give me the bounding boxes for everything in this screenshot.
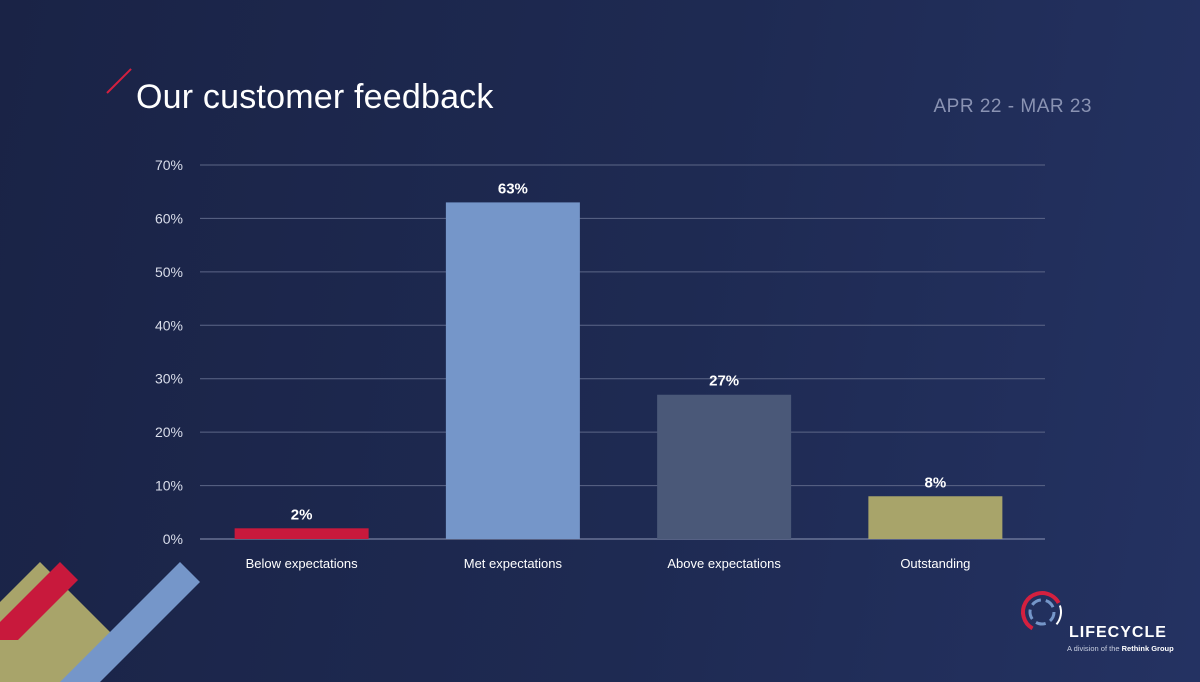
x-category-label: Met expectations bbox=[464, 556, 563, 571]
bar-above-expectations bbox=[657, 394, 792, 539]
lifecycle-ring-icon bbox=[1021, 591, 1063, 633]
deco-blue-band bbox=[60, 562, 200, 682]
y-tick-label: 0% bbox=[163, 531, 183, 547]
logo-tagline: A division of the Rethink Group bbox=[1067, 644, 1174, 653]
logo-wordmark: LIFECYCLE bbox=[1069, 624, 1167, 641]
bar-value-label: 27% bbox=[709, 373, 739, 390]
bar-value-label: 2% bbox=[291, 506, 313, 523]
bar-met-expectations bbox=[445, 202, 580, 539]
corner-decoration bbox=[0, 562, 200, 682]
bar-value-label: 63% bbox=[498, 180, 528, 197]
logo-tagline-brand: Rethink Group bbox=[1121, 644, 1174, 653]
lifecycle-logo: LIFECYCLE A division of the Rethink Grou… bbox=[1012, 588, 1174, 658]
logo-tagline-prefix: A division of the bbox=[1067, 644, 1122, 653]
bar-outstanding bbox=[868, 496, 1003, 539]
deco-red-band bbox=[0, 562, 78, 640]
y-tick-label: 30% bbox=[155, 371, 183, 387]
y-tick-label: 60% bbox=[155, 210, 183, 226]
x-category-label: Above expectations bbox=[667, 556, 781, 571]
y-tick-label: 20% bbox=[155, 424, 183, 440]
y-tick-label: 40% bbox=[155, 317, 183, 333]
bar-value-label: 8% bbox=[925, 474, 947, 491]
y-tick-label: 50% bbox=[155, 264, 183, 280]
y-tick-label: 70% bbox=[155, 157, 183, 173]
bar-below-expectations bbox=[234, 528, 369, 539]
y-tick-label: 10% bbox=[155, 478, 183, 494]
x-category-label: Outstanding bbox=[900, 556, 970, 571]
x-category-label: Below expectations bbox=[246, 556, 359, 571]
page-title: Our customer feedback bbox=[136, 78, 494, 116]
date-range-label: APR 22 - MAR 23 bbox=[933, 96, 1092, 117]
